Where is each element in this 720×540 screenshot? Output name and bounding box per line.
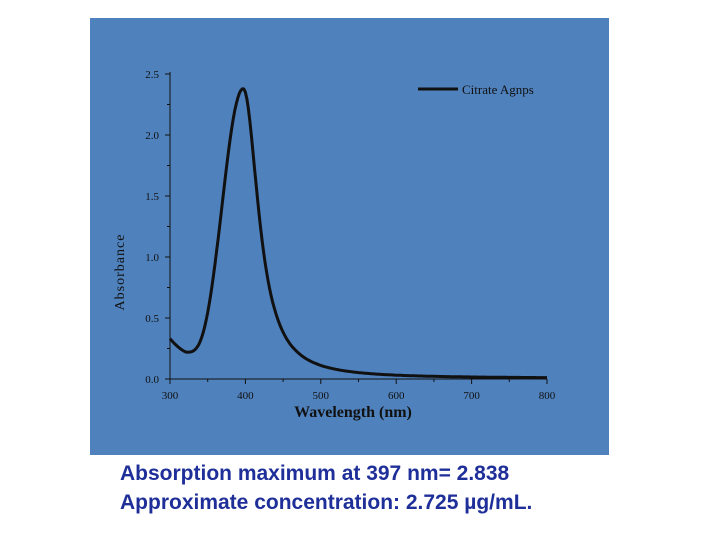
x-tick-label: 500 xyxy=(313,390,330,402)
absorbance-chart: 0.0 0.5 1.0 1.5 2.0 2.5 300 400 500 600 700 800 Ab… xyxy=(113,69,556,421)
y-tick-label: 1.5 xyxy=(145,191,159,203)
y-axis-title: Absorbance xyxy=(113,234,128,311)
y-tick-label: 1.0 xyxy=(145,252,159,264)
x-tick-label: 800 xyxy=(539,390,556,402)
x-tick-label: 300 xyxy=(162,390,179,402)
x-tick-label: 700 xyxy=(463,390,480,402)
absorption-maximum-text: Absorption maximum at 397 nm= 2.838 xyxy=(120,462,510,485)
series-group xyxy=(168,87,547,380)
series-line-citrate-agnps xyxy=(168,87,547,380)
x-tick-label: 600 xyxy=(388,390,405,402)
concentration-text: Approximate concentration: 2.725 µg/mL. xyxy=(120,491,533,514)
legend[interactable]: Citrate Agnps xyxy=(418,82,534,97)
y-tick-label: 0.0 xyxy=(145,374,159,386)
y-tick-label: 2.5 xyxy=(145,69,159,81)
legend-label: Citrate Agnps xyxy=(462,82,534,97)
x-axis: 300 400 500 600 700 800 xyxy=(162,378,556,402)
caption: Absorption maximum at 397 nm= 2.838 Appr… xyxy=(120,459,700,517)
y-tick-label: 2.0 xyxy=(145,130,159,142)
x-axis-title: Wavelength (nm) xyxy=(294,404,412,421)
chart-panel: 0.0 0.5 1.0 1.5 2.0 2.5 300 400 500 600 700 800 Ab… xyxy=(90,18,609,455)
y-axis: 0.0 0.5 1.0 1.5 2.0 2.5 xyxy=(145,69,171,386)
x-tick-label: 400 xyxy=(237,390,254,402)
y-tick-label: 0.5 xyxy=(145,313,159,325)
